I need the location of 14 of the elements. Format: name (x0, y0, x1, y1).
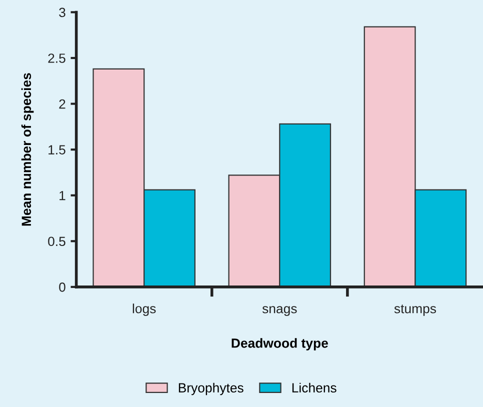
y-tick-label: 2.5 (48, 54, 66, 63)
y-tick-label: 1.5 (48, 145, 66, 154)
x-tick-label: logs (132, 304, 156, 316)
y-tick-label: 1 (60, 191, 66, 200)
y-tick-label: 0.5 (48, 236, 66, 246)
y-tick-label: 3 (59, 8, 66, 18)
x-tick-label: snags (262, 306, 297, 316)
y-tick-label: 0 (59, 282, 66, 292)
legend-label: Lichens (292, 382, 336, 393)
x-tick-label: stumps (394, 304, 436, 316)
x-axis-title: Deadwood type (232, 338, 328, 350)
y-axis-title: Mean number of species (21, 73, 34, 226)
legend-label: Bryophytes (178, 382, 244, 396)
y-tick-label: 2 (59, 99, 66, 109)
